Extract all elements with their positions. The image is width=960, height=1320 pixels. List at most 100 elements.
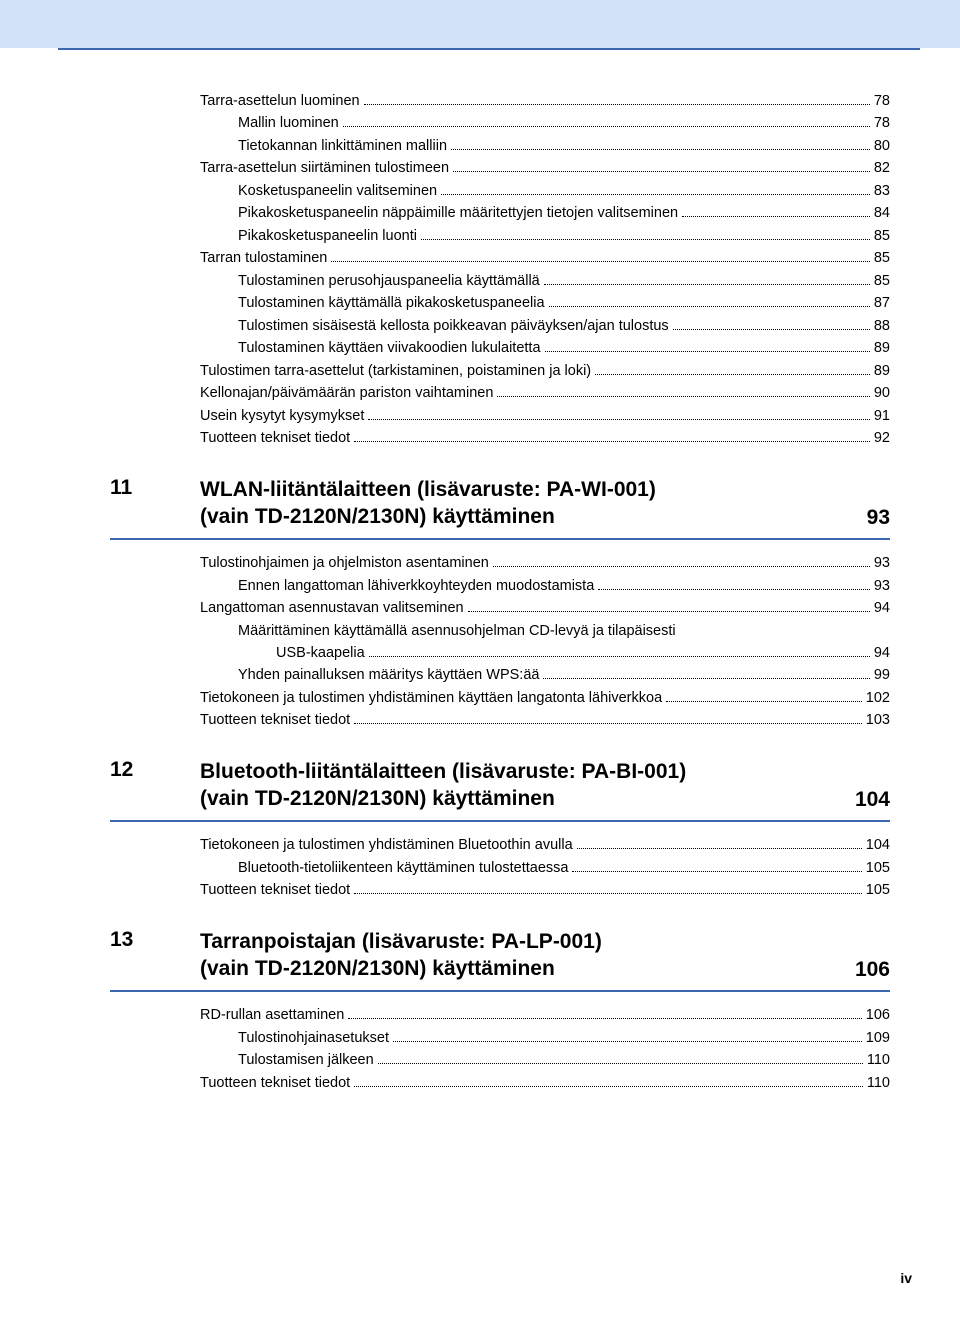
toc-leader-dots — [354, 893, 862, 894]
toc-entry: Usein kysytyt kysymykset 91 — [110, 405, 890, 427]
toc-entry: Tarra-asettelun siirtäminen tulostimeen8… — [110, 157, 890, 179]
toc-entry: Mallin luominen78 — [110, 112, 890, 134]
toc-entry-label: Tulostamisen jälkeen — [238, 1049, 374, 1071]
toc-entry: Tuotteen tekniset tiedot 110 — [110, 1072, 890, 1094]
toc-leader-dots — [666, 701, 862, 702]
toc-entry-page: 106 — [866, 1004, 890, 1026]
toc-entry-label: Tuotteen tekniset tiedot — [200, 709, 350, 731]
toc-leader-dots — [331, 261, 870, 262]
toc-entry: Tulostimen sisäisestä kellosta poikkeava… — [110, 315, 890, 337]
toc-entry: Tulostinohjainasetukset 109 — [110, 1027, 890, 1049]
toc-leader-dots — [545, 351, 870, 352]
toc-leader-dots — [468, 611, 870, 612]
toc-leader-dots — [673, 329, 870, 330]
toc-top-block: Tarra-asettelun luominen 78Mallin luomine… — [110, 90, 890, 450]
toc-entry-page: 84 — [874, 202, 890, 224]
toc-leader-dots — [343, 126, 870, 127]
toc-sections: 11WLAN-liitäntälaitteen (lisävaruste: PA… — [110, 476, 890, 1095]
toc-entry: Tietokannan linkittäminen malliin80 — [110, 135, 890, 157]
toc-entry-page: 102 — [866, 687, 890, 709]
toc-entry-label: Tuotteen tekniset tiedot — [200, 427, 350, 449]
toc-entry-page: 105 — [866, 857, 890, 879]
page-number: iv — [900, 1270, 912, 1286]
toc-entry-label: Ennen langattoman lähiverkkoyhteyden muo… — [238, 575, 594, 597]
toc-entry-page: 80 — [874, 135, 890, 157]
toc-leader-dots — [572, 871, 861, 872]
toc-entry: Tulostamisen jälkeen110 — [110, 1049, 890, 1071]
toc-entry-page: 78 — [874, 90, 890, 112]
toc-entry-label: Tietokoneen ja tulostimen yhdistäminen k… — [200, 687, 662, 709]
toc-entry-label: Kosketuspaneelin valitseminen — [238, 180, 437, 202]
toc-entry: Tulostaminen käyttämällä pikakosketuspan… — [110, 292, 890, 314]
toc-entry: USB-kaapelia 94 — [110, 642, 890, 664]
section-title: Tarranpoistajan (lisävaruste: PA-LP-001)… — [200, 928, 835, 983]
toc-entry-page: 90 — [874, 382, 890, 404]
toc-entry: Bluetooth-tietoliikenteen käyttäminen tu… — [110, 857, 890, 879]
toc-leader-dots — [453, 171, 870, 172]
toc-entry-label: Tulostaminen käyttäen viivakoodien lukul… — [238, 337, 541, 359]
toc-entry-page: 78 — [874, 112, 890, 134]
section-page: 93 — [867, 506, 890, 530]
toc-entry-label: Tarran tulostaminen — [200, 247, 327, 269]
toc-entry-page: 89 — [874, 337, 890, 359]
toc-entry-page: 94 — [874, 642, 890, 664]
toc-entry: Kellonajan/päivämäärän pariston vaihtami… — [110, 382, 890, 404]
section-number: 13 — [110, 928, 200, 952]
toc-leader-dots — [354, 723, 862, 724]
toc-entry: Määrittäminen käyttämällä asennusohjelma… — [110, 620, 890, 642]
toc-leader-dots — [354, 441, 870, 442]
toc-leader-dots — [421, 239, 870, 240]
toc-entry-label: Usein kysytyt kysymykset — [200, 405, 364, 427]
toc-entry-page: 109 — [866, 1027, 890, 1049]
toc-entry-page: 83 — [874, 180, 890, 202]
toc-entry-page: 93 — [874, 552, 890, 574]
toc-leader-dots — [393, 1041, 862, 1042]
toc-entry-page: 93 — [874, 575, 890, 597]
toc-entry: Pikakosketuspaneelin luonti 85 — [110, 225, 890, 247]
toc-leader-dots — [577, 848, 862, 849]
toc-leader-dots — [451, 149, 870, 150]
toc-entry: Tuotteen tekniset tiedot103 — [110, 709, 890, 731]
toc-entry-page: 110 — [867, 1072, 890, 1094]
section-number: 11 — [110, 476, 200, 500]
toc-leader-dots — [497, 396, 869, 397]
toc-leader-dots — [441, 194, 870, 195]
toc-entry-label: USB-kaapelia — [276, 642, 365, 664]
section-number: 12 — [110, 758, 200, 782]
toc-entry: Langattoman asennustavan valitseminen 94 — [110, 597, 890, 619]
toc-entry-page: 91 — [874, 405, 890, 427]
toc-entry: Tulostimen tarra-asettelut (tarkistamine… — [110, 360, 890, 382]
toc-entry-page: 88 — [874, 315, 890, 337]
toc-entry-label: Tietokoneen ja tulostimen yhdistäminen B… — [200, 834, 573, 856]
header-rule — [58, 48, 920, 50]
toc-entry-label: Pikakosketuspaneelin luonti — [238, 225, 417, 247]
header-band — [0, 0, 960, 48]
toc-leader-dots — [543, 678, 869, 679]
toc-entry-label: Pikakosketuspaneelin näppäimille määrite… — [238, 202, 678, 224]
toc-entry-page: 94 — [874, 597, 890, 619]
toc-section: 13Tarranpoistajan (lisävaruste: PA-LP-00… — [110, 928, 890, 1094]
toc-entry-label: Tarra-asettelun luominen — [200, 90, 360, 112]
toc-entry-label: Tulostinohjainasetukset — [238, 1027, 389, 1049]
toc-entry-page: 92 — [874, 427, 890, 449]
toc-entry: Tietokoneen ja tulostimen yhdistäminen k… — [110, 687, 890, 709]
toc-entry-label: Langattoman asennustavan valitseminen — [200, 597, 464, 619]
toc-entry-label: Määrittäminen käyttämällä asennusohjelma… — [238, 620, 676, 642]
toc-entry-label: Tulostaminen käyttämällä pikakosketuspan… — [238, 292, 545, 314]
toc-entry-label: Tulostaminen perusohjauspaneelia käyttäm… — [238, 270, 540, 292]
toc-entry-page: 85 — [874, 225, 890, 247]
toc-leader-dots — [348, 1018, 862, 1019]
toc-leader-dots — [493, 566, 870, 567]
toc-entry: Tulostaminen perusohjauspaneelia käyttäm… — [110, 270, 890, 292]
toc-entry: Ennen langattoman lähiverkkoyhteyden muo… — [110, 575, 890, 597]
toc-entry-page: 82 — [874, 157, 890, 179]
toc-section: 12Bluetooth-liitäntälaitteen (lisävarust… — [110, 758, 890, 902]
toc-section: 11WLAN-liitäntälaitteen (lisävaruste: PA… — [110, 476, 890, 732]
toc-entry-label: Tulostimen sisäisestä kellosta poikkeava… — [238, 315, 669, 337]
toc-entry-label: Kellonajan/päivämäärän pariston vaihtami… — [200, 382, 493, 404]
toc-entry: Tulostinohjaimen ja ohjelmiston asentami… — [110, 552, 890, 574]
toc-entry: Kosketuspaneelin valitseminen 83 — [110, 180, 890, 202]
toc-entry-label: Tuotteen tekniset tiedot — [200, 1072, 350, 1094]
toc-entry: Tarran tulostaminen85 — [110, 247, 890, 269]
toc-entry: Tietokoneen ja tulostimen yhdistäminen B… — [110, 834, 890, 856]
